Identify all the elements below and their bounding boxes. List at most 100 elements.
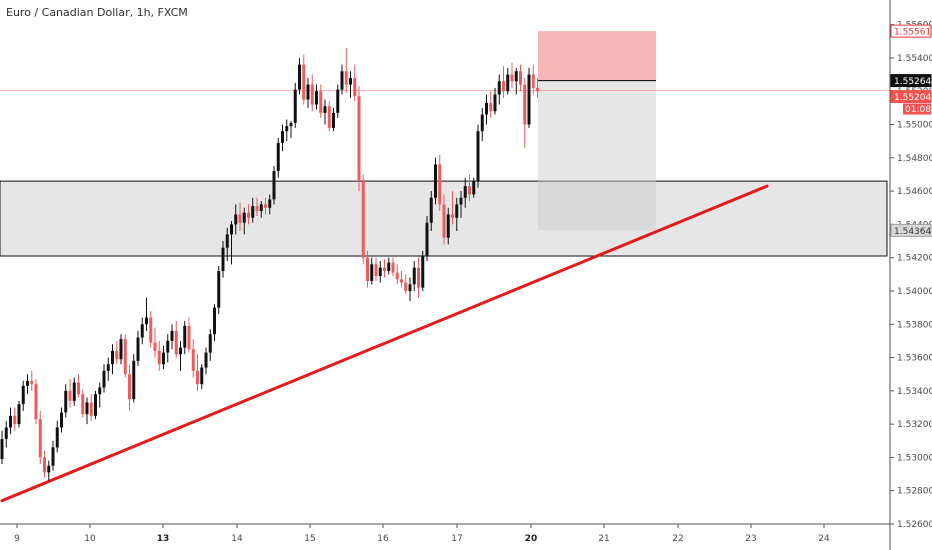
candle	[153, 327, 157, 358]
candle-body	[370, 264, 374, 281]
candle-body	[225, 234, 229, 248]
candle	[412, 261, 416, 291]
candle-body	[412, 267, 416, 285]
candle	[332, 107, 335, 132]
candle-body	[98, 387, 102, 395]
candle	[298, 57, 301, 95]
candle-body	[344, 71, 348, 85]
candle	[30, 370, 34, 391]
trendline[interactable]	[0, 184, 769, 503]
candle	[374, 257, 378, 281]
candle-body	[94, 394, 97, 416]
candle	[429, 191, 433, 232]
candle	[140, 317, 144, 345]
candle-body	[531, 74, 535, 88]
candle	[459, 191, 463, 218]
reward-zone[interactable]	[538, 80, 656, 231]
candle-body	[527, 74, 531, 125]
candle-body	[514, 71, 518, 82]
candle-body	[9, 415, 12, 428]
candle	[395, 264, 399, 285]
candle-body	[30, 380, 34, 385]
candle-body	[264, 204, 267, 208]
candle	[391, 257, 395, 276]
target-price-label-bg	[890, 223, 932, 237]
candle	[383, 259, 386, 278]
candle	[196, 354, 199, 391]
candle	[497, 74, 501, 105]
candle-body	[349, 77, 352, 85]
y-tick-label: 1.53400	[897, 387, 932, 397]
candle	[85, 397, 89, 425]
y-tick-label: 1.53800	[897, 320, 932, 330]
candle-body	[149, 317, 153, 343]
candle-body	[306, 84, 310, 100]
candle-body	[13, 415, 17, 425]
candle-body	[327, 106, 331, 128]
candle-body	[170, 330, 174, 341]
candle-body	[502, 81, 505, 92]
candle-body	[47, 465, 51, 473]
candle-body	[378, 267, 382, 276]
candle	[132, 354, 136, 403]
candle	[106, 357, 110, 381]
candle-body	[366, 257, 369, 281]
x-tick-label: 13	[157, 534, 170, 544]
risk-zone[interactable]	[538, 31, 656, 81]
candle-body	[302, 64, 306, 100]
candle-body	[68, 390, 72, 401]
candle-body	[425, 222, 429, 257]
y-tick-label: 1.54200	[897, 254, 932, 264]
candle	[378, 261, 382, 283]
candle	[98, 382, 102, 408]
candle	[60, 407, 63, 433]
candle	[119, 334, 123, 365]
candle	[81, 389, 85, 418]
candle	[9, 407, 12, 435]
x-tick-label: 23	[745, 534, 756, 544]
candle-body	[213, 307, 216, 335]
candle	[179, 340, 182, 371]
candle-body	[319, 91, 323, 113]
candle	[123, 334, 127, 378]
chart-title: Euro / Canadian Dollar, 1h, FXCM	[6, 6, 188, 19]
candle	[353, 64, 357, 102]
candle-body	[179, 347, 182, 355]
candle	[77, 374, 80, 398]
candle	[310, 74, 314, 112]
candle	[166, 334, 170, 363]
candle	[489, 91, 493, 118]
candle	[404, 274, 408, 295]
candle	[157, 340, 161, 371]
candle-body	[81, 394, 85, 415]
candle	[115, 340, 119, 365]
candle	[438, 154, 442, 212]
candle	[463, 177, 467, 208]
candle-body	[166, 340, 170, 353]
candle	[89, 394, 93, 421]
candle-body	[357, 96, 361, 182]
candle-body	[119, 339, 123, 360]
candle	[272, 166, 276, 205]
x-tick-label: 16	[377, 534, 389, 544]
candle-body	[391, 262, 395, 273]
candle	[128, 364, 131, 411]
candle-body	[480, 114, 484, 132]
candle	[480, 107, 484, 142]
candle-body	[353, 77, 357, 97]
candle-body	[404, 282, 408, 291]
candle	[455, 197, 459, 232]
candle	[536, 77, 539, 98]
candle	[400, 270, 403, 288]
candle-body	[200, 367, 204, 385]
candle-body	[463, 186, 467, 198]
candle	[281, 124, 284, 152]
candle	[213, 304, 216, 341]
candle-body	[374, 264, 378, 276]
candle	[51, 440, 55, 471]
candle-body	[26, 380, 29, 386]
candle	[191, 339, 195, 378]
candle	[264, 197, 267, 215]
